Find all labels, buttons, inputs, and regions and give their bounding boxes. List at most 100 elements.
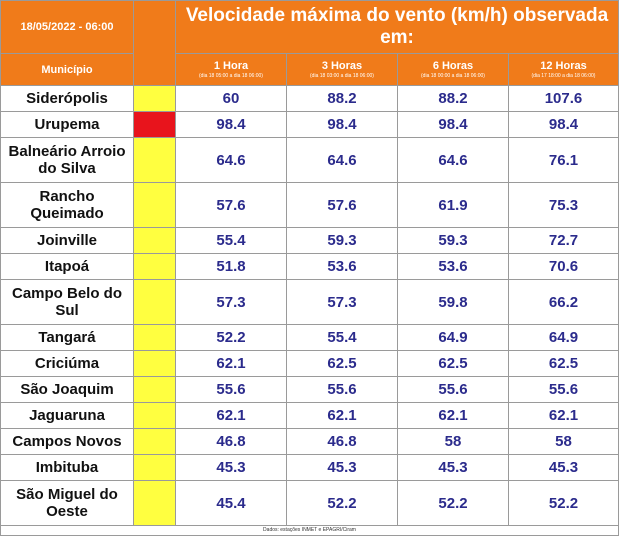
table-row: Balneário Arroio do Silva 64.6 64.6 64.6 76.…: [0, 137, 619, 183]
wind-speed-value: 98.4: [508, 111, 619, 138]
table-title: Velocidade máxima do vento (km/h) observ…: [175, 0, 619, 54]
wind-speed-value: 64.6: [175, 137, 287, 183]
date-time-cell: 18/05/2022 - 06:00: [0, 0, 134, 54]
wind-speed-value: 76.1: [508, 137, 619, 183]
table-row: São Miguel do Oeste 45.4 52.2 52.2 52.2: [0, 480, 619, 526]
wind-speed-value: 61.9: [397, 182, 509, 228]
alert-level-indicator: [133, 182, 176, 228]
wind-speed-value: 59.3: [286, 227, 398, 254]
wind-speed-value: 64.9: [508, 324, 619, 351]
table-row: Campos Novos 46.8 46.8 58 58: [0, 428, 619, 455]
municipality-name: Imbituba: [0, 454, 134, 481]
table-row: Urupema 98.4 98.4 98.4 98.4: [0, 111, 619, 138]
period-header: 12 Horas (dia 17 18:00 a dia 18 06:00): [508, 53, 619, 86]
wind-speed-value: 64.9: [397, 324, 509, 351]
table-row: Criciúma 62.1 62.5 62.5 62.5: [0, 350, 619, 377]
municipality-header: Município: [0, 53, 134, 86]
wind-speed-value: 55.6: [397, 376, 509, 403]
period-range: (dia 17 18:00 a dia 18 06:00): [531, 72, 596, 79]
wind-speed-value: 57.6: [175, 182, 287, 228]
municipality-name: Criciúma: [0, 350, 134, 377]
period-label: 6 Horas: [432, 59, 474, 72]
period-label: 12 Horas: [540, 59, 587, 72]
wind-speed-value: 57.3: [175, 279, 287, 325]
wind-speed-value: 51.8: [175, 253, 287, 280]
municipality-name: Balneário Arroio do Silva: [0, 137, 134, 183]
wind-speed-value: 46.8: [286, 428, 398, 455]
wind-speed-value: 62.5: [286, 350, 398, 377]
municipality-name: Tangará: [0, 324, 134, 351]
wind-speed-value: 62.5: [397, 350, 509, 377]
period-range: (dia 18 03:00 a dia 18 06:00): [310, 72, 374, 79]
wind-speed-value: 46.8: [175, 428, 287, 455]
alert-level-indicator: [133, 111, 176, 138]
period-label: 1 Hora: [213, 59, 249, 72]
alert-level-indicator: [133, 428, 176, 455]
table-row: Jaguaruna 62.1 62.1 62.1 62.1: [0, 402, 619, 429]
alert-level-indicator: [133, 350, 176, 377]
alert-level-indicator: [133, 376, 176, 403]
wind-speed-value: 55.6: [286, 376, 398, 403]
wind-speed-value: 58: [397, 428, 509, 455]
wind-speed-value: 98.4: [286, 111, 398, 138]
wind-speed-value: 98.4: [175, 111, 287, 138]
municipality-name: Campos Novos: [0, 428, 134, 455]
alert-level-indicator: [133, 324, 176, 351]
wind-speed-value: 53.6: [397, 253, 509, 280]
alert-level-indicator: [133, 227, 176, 254]
municipality-name: Siderópolis: [0, 85, 134, 112]
wind-speed-value: 52.2: [286, 480, 398, 526]
wind-speed-value: 107.6: [508, 85, 619, 112]
alert-level-indicator: [133, 279, 176, 325]
period-range: (dia 18 00:00 a dia 18 06:00): [421, 72, 485, 79]
alert-header-cell: [133, 0, 176, 86]
wind-speed-value: 59.8: [397, 279, 509, 325]
wind-speed-value: 62.1: [175, 402, 287, 429]
period-header: 1 Hora (dia 18 05:00 a dia 18 06:00): [175, 53, 287, 86]
alert-level-indicator: [133, 402, 176, 429]
municipality-name: Itapoá: [0, 253, 134, 280]
data-source-footer: Dados: estações INMET e EPAGRI/Ciram: [0, 525, 619, 536]
table-row: Itapoá 51.8 53.6 53.6 70.6: [0, 253, 619, 280]
wind-speed-value: 52.2: [397, 480, 509, 526]
alert-level-indicator: [133, 454, 176, 481]
wind-speed-value: 98.4: [397, 111, 509, 138]
wind-speed-value: 62.1: [175, 350, 287, 377]
municipality-name: São Joaquim: [0, 376, 134, 403]
wind-speed-value: 57.3: [286, 279, 398, 325]
wind-speed-value: 45.3: [286, 454, 398, 481]
period-range: (dia 18 05:00 a dia 18 06:00): [199, 72, 263, 79]
wind-speed-value: 45.4: [175, 480, 287, 526]
wind-speed-value: 57.6: [286, 182, 398, 228]
municipality-name: Campo Belo do Sul: [0, 279, 134, 325]
municipality-name: Joinville: [0, 227, 134, 254]
table-row: Tangará 52.2 55.4 64.9 64.9: [0, 324, 619, 351]
wind-speed-value: 59.3: [397, 227, 509, 254]
wind-speed-value: 75.3: [508, 182, 619, 228]
wind-speed-value: 62.1: [397, 402, 509, 429]
alert-level-indicator: [133, 85, 176, 112]
wind-speed-value: 45.3: [175, 454, 287, 481]
alert-level-indicator: [133, 480, 176, 526]
period-label: 3 Horas: [321, 59, 363, 72]
period-header: 3 Horas (dia 18 03:00 a dia 18 06:00): [286, 53, 398, 86]
wind-speed-value: 88.2: [397, 85, 509, 112]
municipality-name: Jaguaruna: [0, 402, 134, 429]
wind-speed-value: 60: [175, 85, 287, 112]
wind-speed-value: 52.2: [175, 324, 287, 351]
municipality-name: Urupema: [0, 111, 134, 138]
alert-level-indicator: [133, 253, 176, 280]
wind-speed-value: 64.6: [286, 137, 398, 183]
table-row: São Joaquim 55.6 55.6 55.6 55.6: [0, 376, 619, 403]
wind-speed-value: 62.1: [508, 402, 619, 429]
table-row: Joinville 55.4 59.3 59.3 72.7: [0, 227, 619, 254]
period-header: 6 Horas (dia 18 00:00 a dia 18 06:00): [397, 53, 509, 86]
wind-speed-value: 55.4: [175, 227, 287, 254]
wind-speed-value: 66.2: [508, 279, 619, 325]
table-body: Siderópolis 60 88.2 88.2 107.6 Urupema 98.4 98.…: [0, 85, 619, 526]
wind-speed-value: 58: [508, 428, 619, 455]
wind-speed-value: 55.4: [286, 324, 398, 351]
wind-speed-value: 62.1: [286, 402, 398, 429]
table-row: Siderópolis 60 88.2 88.2 107.6: [0, 85, 619, 112]
